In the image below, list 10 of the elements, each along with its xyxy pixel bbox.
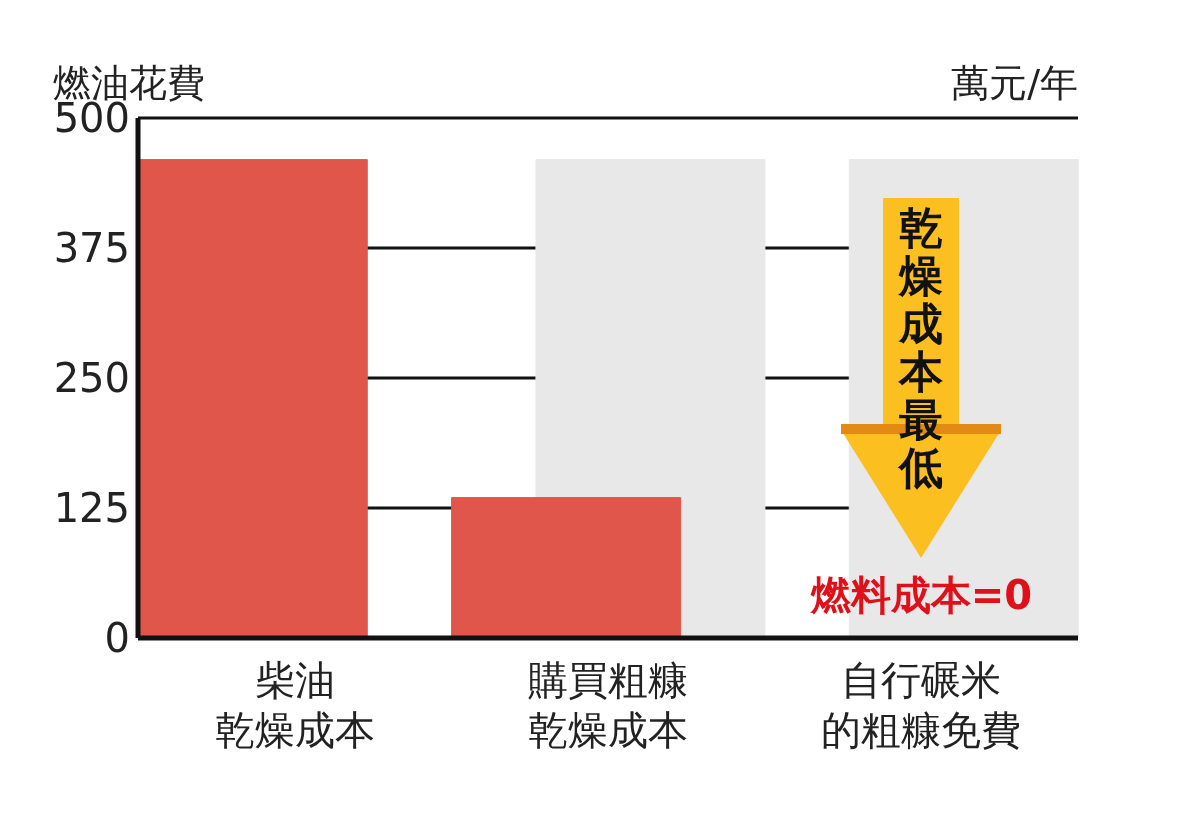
y-tick-label: 125	[53, 485, 130, 532]
x-tick-label: 自行碾米的粗糠免費	[821, 657, 1022, 753]
x-tick-label: 柴油乾燥成本	[214, 657, 375, 753]
x-tick-label: 購買粗糠乾燥成本	[528, 657, 688, 753]
annotation: 燃料成本=0	[809, 571, 1033, 620]
y-tick-label: 0	[104, 615, 130, 662]
annotation: 乾燥成本最低	[897, 202, 945, 493]
y-tick-label: 250	[53, 355, 130, 402]
y-tick-label: 375	[53, 225, 130, 272]
text: 萬元/年	[950, 60, 1078, 107]
